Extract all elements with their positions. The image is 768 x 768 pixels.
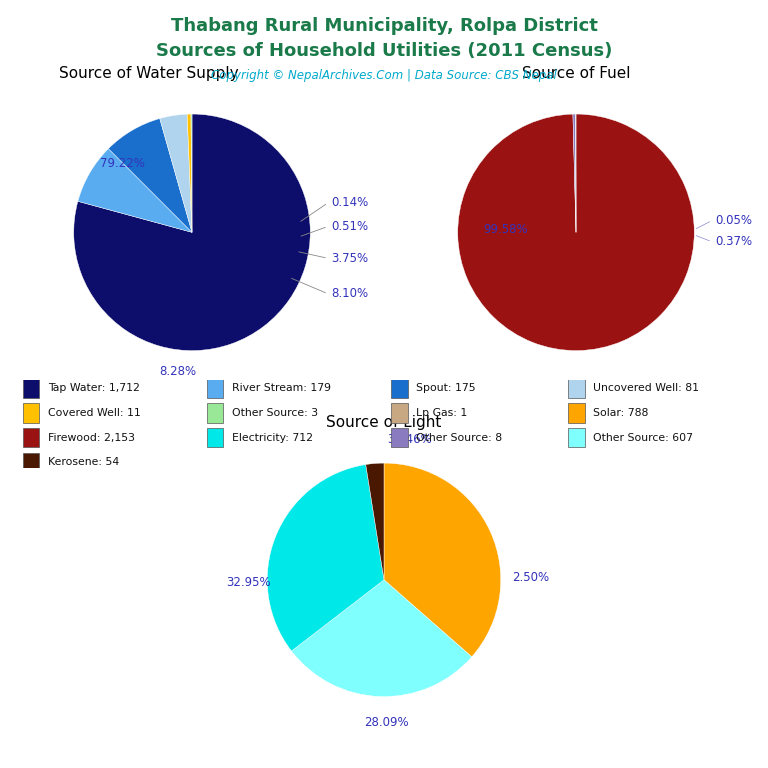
Wedge shape xyxy=(160,114,192,232)
Text: Other Source: 3: Other Source: 3 xyxy=(232,408,318,418)
Bar xyxy=(568,428,584,447)
Bar xyxy=(23,403,39,422)
Wedge shape xyxy=(366,463,384,580)
Bar xyxy=(23,452,39,472)
Text: 0.51%: 0.51% xyxy=(332,220,369,233)
Wedge shape xyxy=(292,580,472,697)
Bar xyxy=(207,379,223,398)
Text: Tap Water: 1,712: Tap Water: 1,712 xyxy=(48,383,140,393)
Title: Source of Light: Source of Light xyxy=(326,415,442,430)
Bar xyxy=(568,403,584,422)
Bar xyxy=(392,428,408,447)
Text: Sources of Household Utilities (2011 Census): Sources of Household Utilities (2011 Cen… xyxy=(156,42,612,60)
Text: Other Source: 8: Other Source: 8 xyxy=(416,432,502,442)
Text: 99.58%: 99.58% xyxy=(484,223,528,237)
Text: Covered Well: 11: Covered Well: 11 xyxy=(48,408,141,418)
Text: 0.05%: 0.05% xyxy=(716,214,753,227)
Text: 2.50%: 2.50% xyxy=(512,571,550,584)
Text: 8.28%: 8.28% xyxy=(159,366,197,379)
Text: 28.09%: 28.09% xyxy=(364,716,409,729)
Text: 3.75%: 3.75% xyxy=(332,252,369,265)
Wedge shape xyxy=(458,114,694,350)
Text: Copyright © NepalArchives.Com | Data Source: CBS Nepal: Copyright © NepalArchives.Com | Data Sou… xyxy=(211,69,557,82)
Bar xyxy=(392,403,408,422)
Text: Other Source: 607: Other Source: 607 xyxy=(594,432,694,442)
Bar xyxy=(392,379,408,398)
Wedge shape xyxy=(573,114,576,232)
Text: Electricity: 712: Electricity: 712 xyxy=(232,432,313,442)
Bar xyxy=(23,379,39,398)
Text: 0.37%: 0.37% xyxy=(716,235,753,248)
Text: Kerosene: 54: Kerosene: 54 xyxy=(48,457,119,467)
Wedge shape xyxy=(78,149,192,232)
Text: Source of Water Supply: Source of Water Supply xyxy=(59,65,239,81)
Text: Uncovered Well: 81: Uncovered Well: 81 xyxy=(594,383,700,393)
Title: Source of Fuel: Source of Fuel xyxy=(521,65,631,81)
Text: 36.46%: 36.46% xyxy=(387,433,432,446)
Wedge shape xyxy=(267,465,384,651)
Text: Lp Gas: 1: Lp Gas: 1 xyxy=(416,408,468,418)
Text: Solar: 788: Solar: 788 xyxy=(594,408,649,418)
Text: Spout: 175: Spout: 175 xyxy=(416,383,476,393)
Wedge shape xyxy=(191,114,192,232)
Wedge shape xyxy=(187,114,192,232)
Bar xyxy=(207,403,223,422)
Text: 79.22%: 79.22% xyxy=(100,157,144,170)
Bar xyxy=(568,379,584,398)
Bar xyxy=(23,428,39,447)
Text: 8.10%: 8.10% xyxy=(332,287,369,300)
Text: 0.14%: 0.14% xyxy=(332,197,369,209)
Wedge shape xyxy=(74,114,310,350)
Text: Firewood: 2,153: Firewood: 2,153 xyxy=(48,432,135,442)
Bar xyxy=(207,428,223,447)
Text: Thabang Rural Municipality, Rolpa District: Thabang Rural Municipality, Rolpa Distri… xyxy=(170,17,598,35)
Text: River Stream: 179: River Stream: 179 xyxy=(232,383,331,393)
Wedge shape xyxy=(108,118,192,232)
Wedge shape xyxy=(384,463,501,657)
Text: 32.95%: 32.95% xyxy=(227,576,271,589)
